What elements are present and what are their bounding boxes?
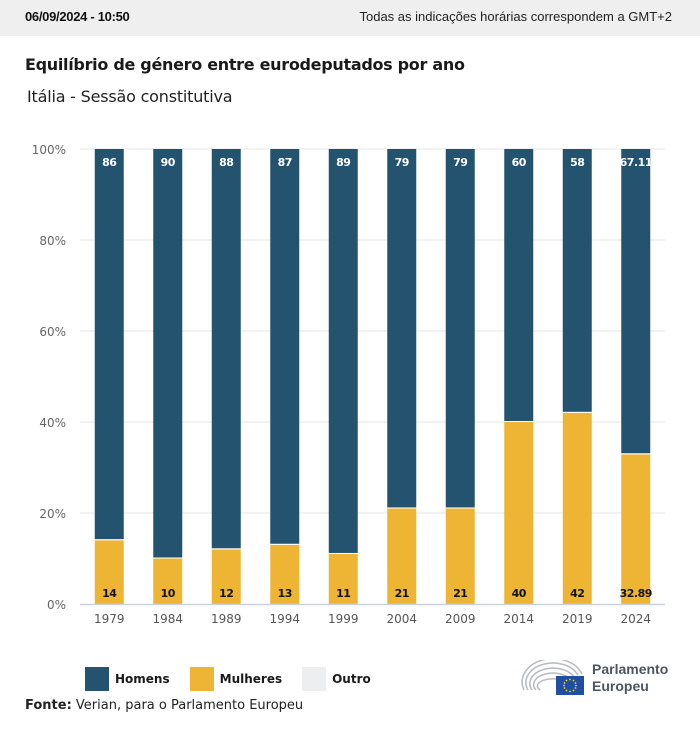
bar-homens — [211, 149, 241, 549]
data-label-mulheres: 10 — [161, 587, 176, 600]
bar-homens — [562, 149, 592, 412]
data-label-mulheres: 21 — [395, 587, 409, 600]
y-tick-label: 40% — [39, 416, 66, 430]
source-label: Fonte: — [25, 698, 72, 713]
x-tick-label: 1984 — [152, 612, 183, 626]
timezone-note: Todas as indicações horárias corresponde… — [359, 9, 672, 24]
bar-homens — [621, 149, 651, 454]
y-tick-label: 60% — [39, 325, 66, 339]
bar-mulheres — [153, 558, 183, 604]
data-label-homens: 79 — [395, 156, 409, 169]
x-tick-label: 2004 — [386, 612, 417, 626]
data-label-mulheres: 40 — [512, 587, 527, 600]
bar-homens — [94, 149, 124, 540]
data-label-mulheres: 13 — [278, 587, 292, 600]
data-label-mulheres: 32.89 — [620, 587, 652, 600]
data-label-mulheres: 11 — [336, 587, 350, 600]
x-tick-label: 1979 — [94, 612, 125, 626]
data-label-homens: 89 — [336, 156, 350, 169]
bar-homens — [153, 149, 183, 558]
legend-label-homens: Homens — [115, 672, 170, 686]
data-label-homens: 60 — [512, 156, 527, 169]
y-tick-label: 20% — [39, 507, 66, 521]
data-label-homens: 67.11 — [620, 156, 652, 169]
data-label-homens: 58 — [570, 156, 584, 169]
bar-homens — [387, 149, 417, 508]
data-label-homens: 86 — [102, 156, 117, 169]
logo-line-1: Parlamento — [592, 661, 669, 677]
x-tick-label: 2019 — [562, 612, 593, 626]
data-label-homens: 87 — [278, 156, 292, 169]
data-label-mulheres: 42 — [570, 587, 584, 600]
legend-swatch-mulheres — [189, 667, 214, 691]
data-label-homens: 79 — [453, 156, 467, 169]
x-tick-label: 1994 — [269, 612, 300, 626]
legend-label-outro: Outro — [332, 672, 371, 686]
bar-mulheres — [621, 454, 651, 604]
source-note: Fonte: Verian, para o Parlamento Europeu — [25, 698, 303, 713]
x-tick-label: 1989 — [211, 612, 242, 626]
data-label-homens: 88 — [219, 156, 233, 169]
legend-item-outro[interactable]: Outro — [302, 667, 371, 691]
data-label-homens: 90 — [161, 156, 176, 169]
legend: Homens Mulheres Outro — [85, 667, 391, 691]
y-tick-label: 0% — [47, 598, 66, 612]
data-label-mulheres: 12 — [219, 587, 233, 600]
y-tick-label: 80% — [39, 234, 66, 248]
legend-label-mulheres: Mulheres — [219, 672, 283, 686]
x-tick-label: 2024 — [620, 612, 651, 626]
x-tick-label: 2009 — [445, 612, 476, 626]
legend-swatch-homens — [85, 667, 109, 691]
parliament-hemicycle-icon — [521, 660, 584, 695]
stacked-bar-chart: 0% 20% 40% 60% 80% 100% 86 14 1979 90 10 1984 88 12 19… — [32, 143, 665, 626]
bar-mulheres — [211, 549, 241, 604]
european-parliament-logo: Parlamento Europeu — [520, 660, 668, 696]
eu-flag-icon — [556, 676, 584, 695]
bar-mulheres — [562, 412, 592, 604]
datetime: 06/09/2024 - 10:50 — [25, 9, 130, 24]
x-tick-label: 1999 — [328, 612, 359, 626]
logo-line-2: Europeu — [592, 678, 649, 694]
data-label-mulheres: 14 — [102, 587, 117, 600]
bar-mulheres — [94, 540, 124, 604]
data-label-mulheres: 21 — [453, 587, 467, 600]
legend-item-mulheres[interactable]: Mulheres — [189, 667, 283, 691]
x-tick-label: 2014 — [503, 612, 534, 626]
y-tick-label: 100% — [32, 143, 66, 157]
bar-homens — [504, 149, 534, 421]
logo-text: Parlamento Europeu — [592, 661, 668, 695]
legend-item-homens[interactable]: Homens — [85, 667, 170, 691]
bar-mulheres — [328, 553, 358, 604]
bar-mulheres — [387, 508, 417, 604]
bar-mulheres — [445, 508, 475, 604]
bar-mulheres — [504, 422, 534, 604]
source-text: Verian, para o Parlamento Europeu — [71, 698, 304, 713]
bar-homens — [445, 149, 475, 508]
chart-subtitle: Itália - Sessão constitutiva — [27, 87, 233, 106]
chart-title: Equilíbrio de género entre eurodeputados… — [25, 55, 465, 74]
bar-homens — [328, 149, 358, 553]
legend-swatch-outro — [302, 667, 327, 691]
top-bar: 06/09/2024 - 10:50 Todas as indicações h… — [0, 0, 700, 36]
bar-mulheres — [270, 544, 300, 604]
bar-homens — [270, 149, 300, 544]
